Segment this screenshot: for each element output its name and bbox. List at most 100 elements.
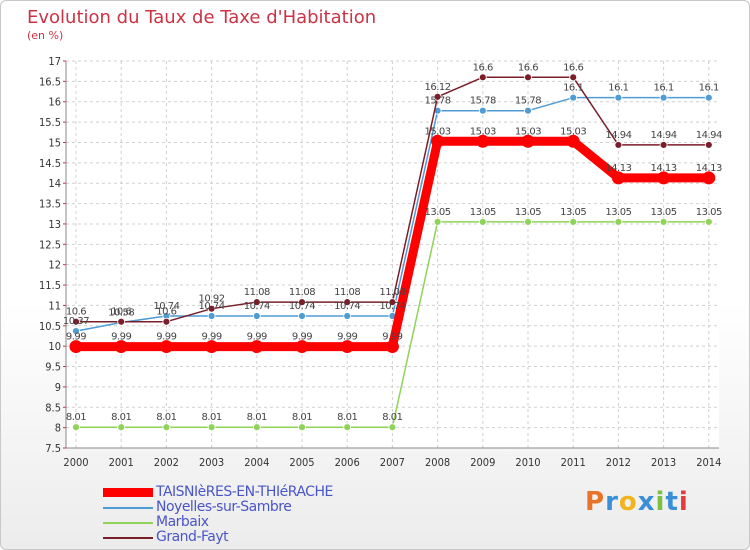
- data-point: [569, 93, 578, 102]
- data-point: [250, 340, 264, 354]
- data-label: 10.74: [199, 301, 225, 312]
- data-point: [298, 423, 306, 432]
- logo-letter: o: [618, 487, 638, 517]
- data-point: [117, 317, 126, 326]
- data-point: [569, 218, 578, 226]
- data-label: 10.6: [111, 307, 131, 318]
- y-tick-label: 15: [48, 136, 61, 149]
- data-label: 14.13: [696, 163, 722, 174]
- data-point: [162, 423, 171, 432]
- data-point: [704, 218, 713, 226]
- data-point: [159, 340, 173, 354]
- x-tick-label: 2004: [244, 456, 269, 469]
- logo-letter: i: [655, 487, 666, 517]
- y-tick-label: 16.5: [39, 75, 61, 88]
- data-label: 15.78: [515, 96, 541, 107]
- chart-title: Evolution du Taux de Taxe d'Habitation: [27, 7, 377, 28]
- data-point: [611, 171, 625, 185]
- data-point: [431, 134, 445, 148]
- logo-letter: r: [605, 487, 619, 517]
- data-point: [657, 171, 671, 185]
- data-label: 10.92: [199, 294, 225, 305]
- data-label: 10.74: [153, 301, 179, 312]
- data-point: [478, 218, 487, 226]
- data-point: [207, 312, 216, 320]
- data-label: 14.13: [605, 163, 631, 174]
- x-tick-label: 2006: [335, 456, 360, 469]
- legend-swatch: [103, 537, 153, 539]
- data-label: 14.94: [696, 130, 722, 141]
- data-label: 9.99: [156, 332, 176, 343]
- series-3: [72, 73, 713, 326]
- data-label: 10.74: [289, 301, 315, 312]
- data-point: [566, 134, 580, 148]
- data-point: [298, 298, 306, 307]
- legend-swatch: [103, 507, 153, 509]
- x-tick-label: 2013: [651, 456, 676, 469]
- x-tick-label: 2010: [515, 456, 540, 469]
- data-label: 16.6: [473, 62, 493, 73]
- data-point: [704, 93, 713, 102]
- y-tick-label: 14: [48, 177, 61, 190]
- logo-letter: t: [665, 487, 679, 517]
- x-tick-label: 2011: [561, 456, 586, 469]
- data-label: 13.05: [470, 207, 496, 218]
- data-label: 16.12: [425, 82, 451, 93]
- data-label: 11.08: [334, 287, 360, 298]
- x-tick-label: 2001: [109, 456, 134, 469]
- data-point: [614, 218, 623, 226]
- data-label: 8.01: [337, 412, 357, 423]
- data-point: [114, 340, 128, 354]
- data-point: [704, 141, 713, 149]
- y-tick-label: 12.5: [39, 238, 61, 251]
- data-label: 16.6: [518, 62, 538, 73]
- data-label: 9.99: [201, 332, 221, 343]
- series-0: [69, 134, 716, 354]
- data-point: [524, 73, 532, 82]
- data-label: 13.05: [515, 207, 541, 218]
- legend-label: Noyelles-sur-Sambre: [156, 499, 292, 515]
- data-label: 10.74: [244, 301, 270, 312]
- x-tick-label: 2003: [199, 456, 224, 469]
- data-point: [659, 141, 668, 149]
- data-point: [524, 106, 532, 115]
- data-label: 10.6: [66, 307, 86, 318]
- data-label: 16.1: [608, 83, 628, 94]
- y-tick-label: 11.5: [39, 279, 61, 292]
- data-point: [298, 312, 306, 320]
- data-label: 13.05: [605, 207, 631, 218]
- data-point: [524, 218, 532, 226]
- data-label: 9.99: [247, 332, 267, 343]
- y-tick-label: 9.5: [45, 361, 61, 374]
- data-label: 10.6: [156, 307, 176, 318]
- data-label: 9.99: [292, 332, 312, 343]
- data-point: [340, 340, 354, 354]
- proxiti-logo: Proxiti: [585, 487, 689, 517]
- y-tick-label: 12: [48, 259, 61, 272]
- data-point: [72, 423, 80, 432]
- data-label: 13.05: [696, 207, 722, 218]
- y-tick-label: 16: [48, 96, 61, 109]
- data-point: [478, 106, 487, 115]
- legend-swatch: [103, 488, 153, 497]
- data-point: [388, 423, 397, 432]
- data-point: [207, 423, 216, 432]
- y-tick-label: 9: [55, 381, 61, 394]
- y-tick-label: 17: [48, 55, 61, 68]
- x-tick-label: 2009: [470, 456, 495, 469]
- data-point: [252, 423, 261, 432]
- data-point: [343, 312, 352, 320]
- data-label: 14.13: [651, 163, 677, 174]
- data-point: [72, 327, 80, 335]
- data-label: 13.05: [651, 207, 677, 218]
- data-point: [207, 304, 216, 313]
- data-label: 16.1: [699, 83, 719, 94]
- data-label: 15.03: [560, 126, 586, 137]
- y-tick-label: 13.5: [39, 198, 61, 211]
- legend-label: Marbaix: [156, 514, 209, 530]
- data-label: 13.05: [425, 207, 451, 218]
- y-tick-label: 15.5: [39, 116, 61, 129]
- data-point: [702, 171, 716, 185]
